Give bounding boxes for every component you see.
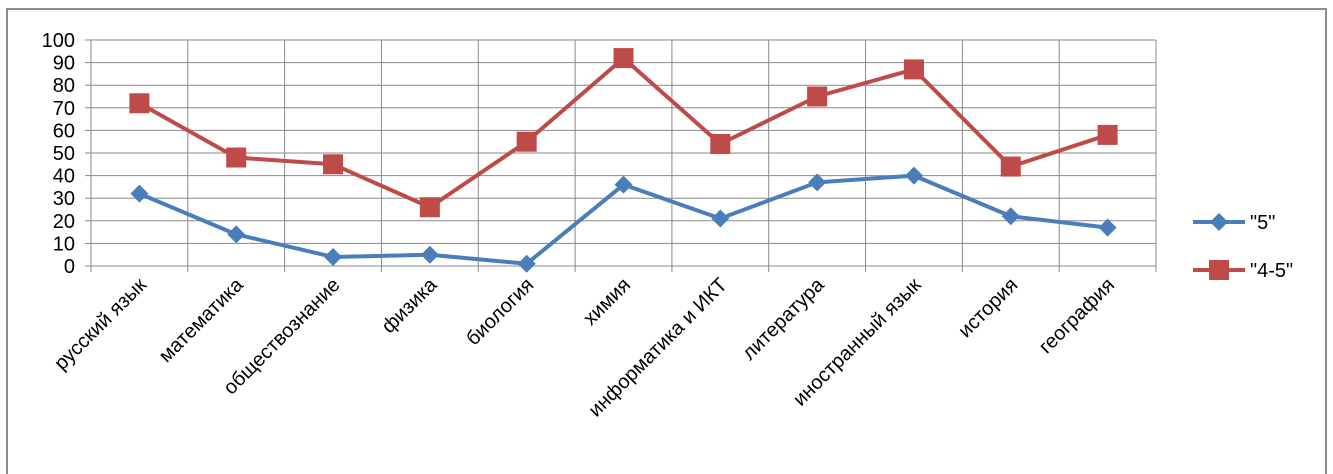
data-point-square	[1209, 260, 1229, 280]
y-tick-label: 50	[53, 143, 75, 165]
data-point-diamond	[227, 225, 246, 244]
y-tick-label: 60	[53, 120, 75, 142]
y-tick-label: 100	[42, 30, 75, 52]
y-tick-label: 90	[53, 53, 75, 75]
x-tick-label: география	[1035, 274, 1119, 358]
legend-label: "5"	[1250, 212, 1275, 234]
data-point-diamond	[904, 166, 923, 185]
y-tick-label: 10	[53, 233, 75, 255]
data-point-diamond	[711, 209, 730, 228]
data-point-square	[226, 147, 247, 168]
y-tick-label: 40	[53, 166, 75, 188]
y-tick-label: 0	[64, 256, 75, 278]
x-tick-label: литература	[738, 273, 829, 364]
x-tick-label: история	[954, 274, 1022, 342]
data-point-square	[323, 154, 344, 175]
data-point-square	[1097, 124, 1118, 145]
data-point-square	[710, 133, 731, 154]
x-tick-label: русский язык	[50, 274, 151, 375]
data-point-square	[903, 59, 924, 80]
series-markers	[129, 48, 1118, 273]
y-tick-label: 80	[53, 75, 75, 97]
x-tick-label: физика	[378, 273, 442, 337]
legend-label: "4-5"	[1250, 260, 1293, 282]
data-point-square	[516, 131, 537, 152]
legend: "5" "4-5"	[1193, 212, 1293, 282]
y-tick-label: 20	[53, 211, 75, 233]
data-point-square	[613, 48, 634, 69]
x-tick-label: математика	[155, 273, 249, 367]
data-point-diamond	[130, 184, 149, 203]
y-tick-label: 70	[53, 98, 75, 120]
x-tick-label: биология	[462, 274, 538, 350]
data-point-diamond	[420, 245, 439, 264]
data-point-square	[1000, 156, 1021, 177]
axes	[85, 39, 1156, 267]
y-tick-label: 30	[53, 188, 75, 210]
data-point-diamond	[324, 247, 343, 266]
data-point-diamond	[614, 175, 633, 194]
data-point-diamond	[1210, 213, 1228, 231]
data-point-square	[129, 93, 150, 114]
data-point-square	[419, 197, 440, 218]
x-tick-label: химия	[579, 274, 635, 330]
data-point-diamond	[1001, 207, 1020, 226]
data-point-square	[807, 86, 828, 107]
data-point-diamond	[517, 254, 536, 273]
data-point-diamond	[1098, 218, 1117, 237]
data-point-diamond	[808, 173, 827, 192]
